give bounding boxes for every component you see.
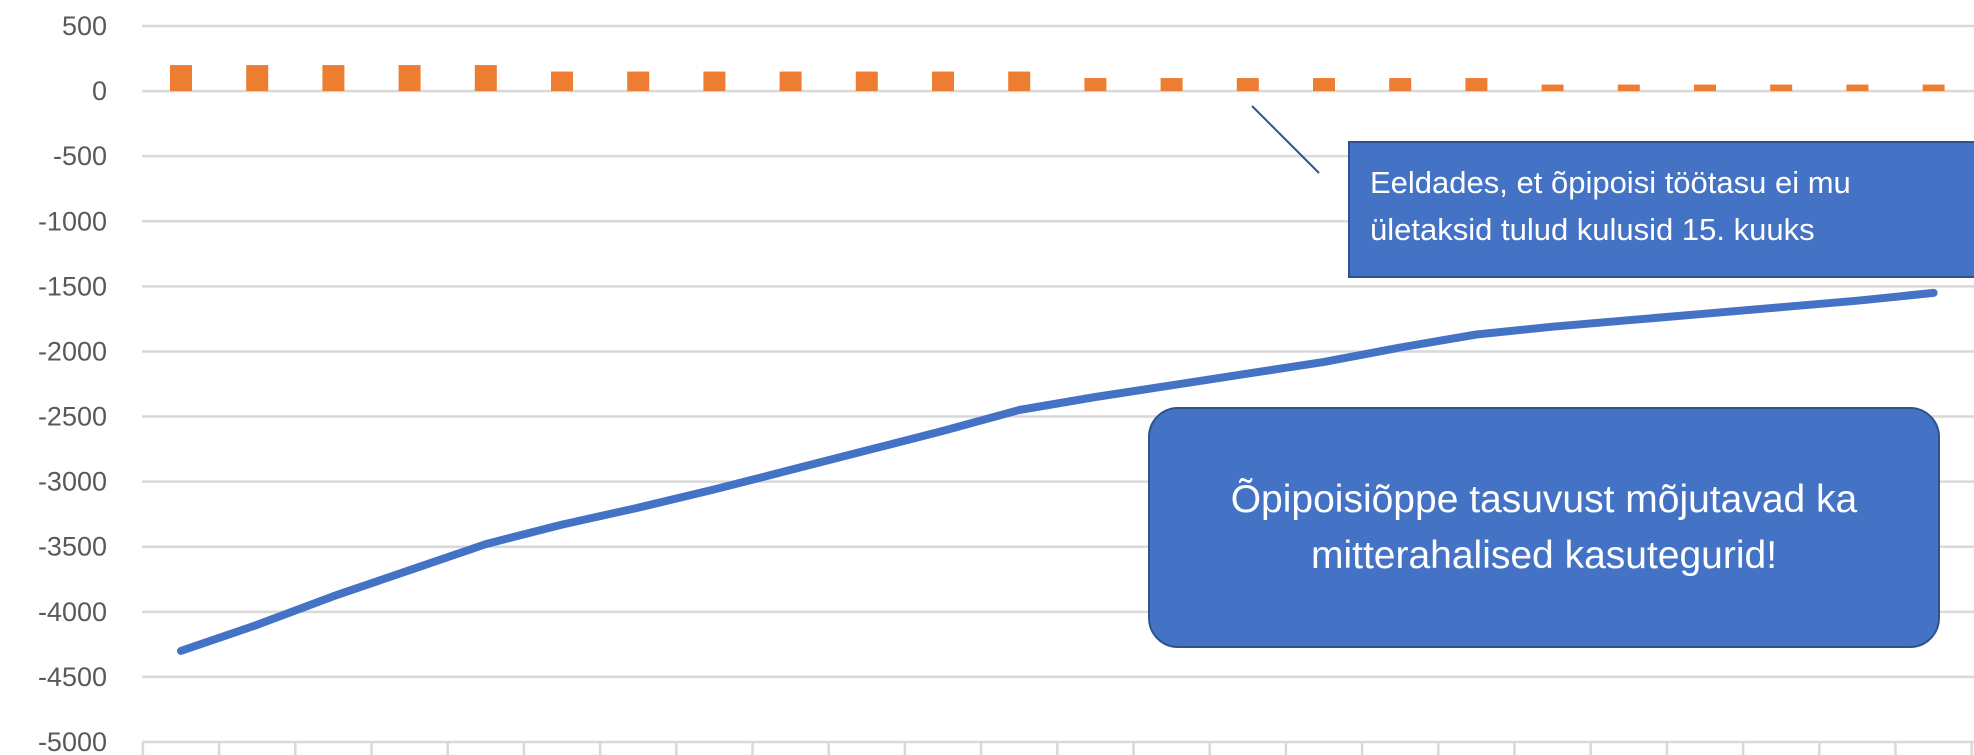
y-tick-label: -3500 [38, 532, 107, 562]
bar [932, 71, 954, 92]
y-tick-label: -2000 [38, 336, 107, 366]
bar [1770, 84, 1793, 92]
bar [627, 71, 650, 92]
note-bubble: Õpipoisiõppe tasuvust mõjutavad ka mitte… [1148, 407, 1940, 648]
bubble-line-1: Õpipoisiõppe tasuvust mõjutavad ka [1230, 477, 1858, 521]
y-tick-label: 0 [92, 76, 107, 106]
bar [398, 65, 421, 92]
y-tick-label: -4500 [38, 662, 107, 692]
line-series [177, 288, 1938, 655]
y-tick-label: -2500 [38, 402, 107, 432]
bar [1236, 78, 1259, 92]
bar [855, 71, 878, 92]
bar [1008, 71, 1031, 92]
bar [1617, 84, 1640, 92]
y-tick-label: -1500 [38, 271, 107, 301]
bar [246, 65, 269, 92]
bar [551, 71, 573, 92]
y-tick-label: -3000 [38, 467, 107, 497]
bar [170, 65, 192, 92]
bar [322, 65, 345, 92]
y-tick-label: -5000 [38, 727, 107, 755]
bubble-line-2: mitterahalised kasutegurid! [1310, 533, 1778, 577]
line-path [177, 288, 1938, 655]
y-tick-label: 500 [62, 11, 107, 41]
bar-series [170, 65, 1945, 92]
bar [1694, 84, 1716, 92]
bar [1160, 78, 1183, 92]
callout-line-2: ületaksid tulud kulusid 15. kuuks [1370, 212, 1815, 247]
bar [1313, 78, 1335, 92]
bar [1922, 84, 1945, 92]
y-tick-label: -500 [53, 141, 107, 171]
callout-annotation: Eeldades, et õpipoisi töötasu ei mu ület… [1348, 141, 1974, 278]
bar [1846, 84, 1869, 92]
y-axis: 500 0 -500 -1000 -1500 -2000 -2500 -3000 -3500 -4… [38, 11, 107, 755]
callout-line-1: Eeldades, et õpipoisi töötasu ei mu [1370, 165, 1851, 200]
y-tick-label: -1000 [38, 206, 107, 236]
bar [1541, 84, 1564, 92]
callout-pointer [1251, 105, 1320, 174]
x-axis [141, 742, 1973, 755]
bar [703, 71, 726, 92]
bar [1389, 78, 1412, 92]
bar [1465, 78, 1488, 92]
bar [1084, 78, 1107, 92]
bar [474, 65, 497, 92]
y-tick-label: -4000 [38, 597, 107, 627]
bar [779, 71, 802, 92]
